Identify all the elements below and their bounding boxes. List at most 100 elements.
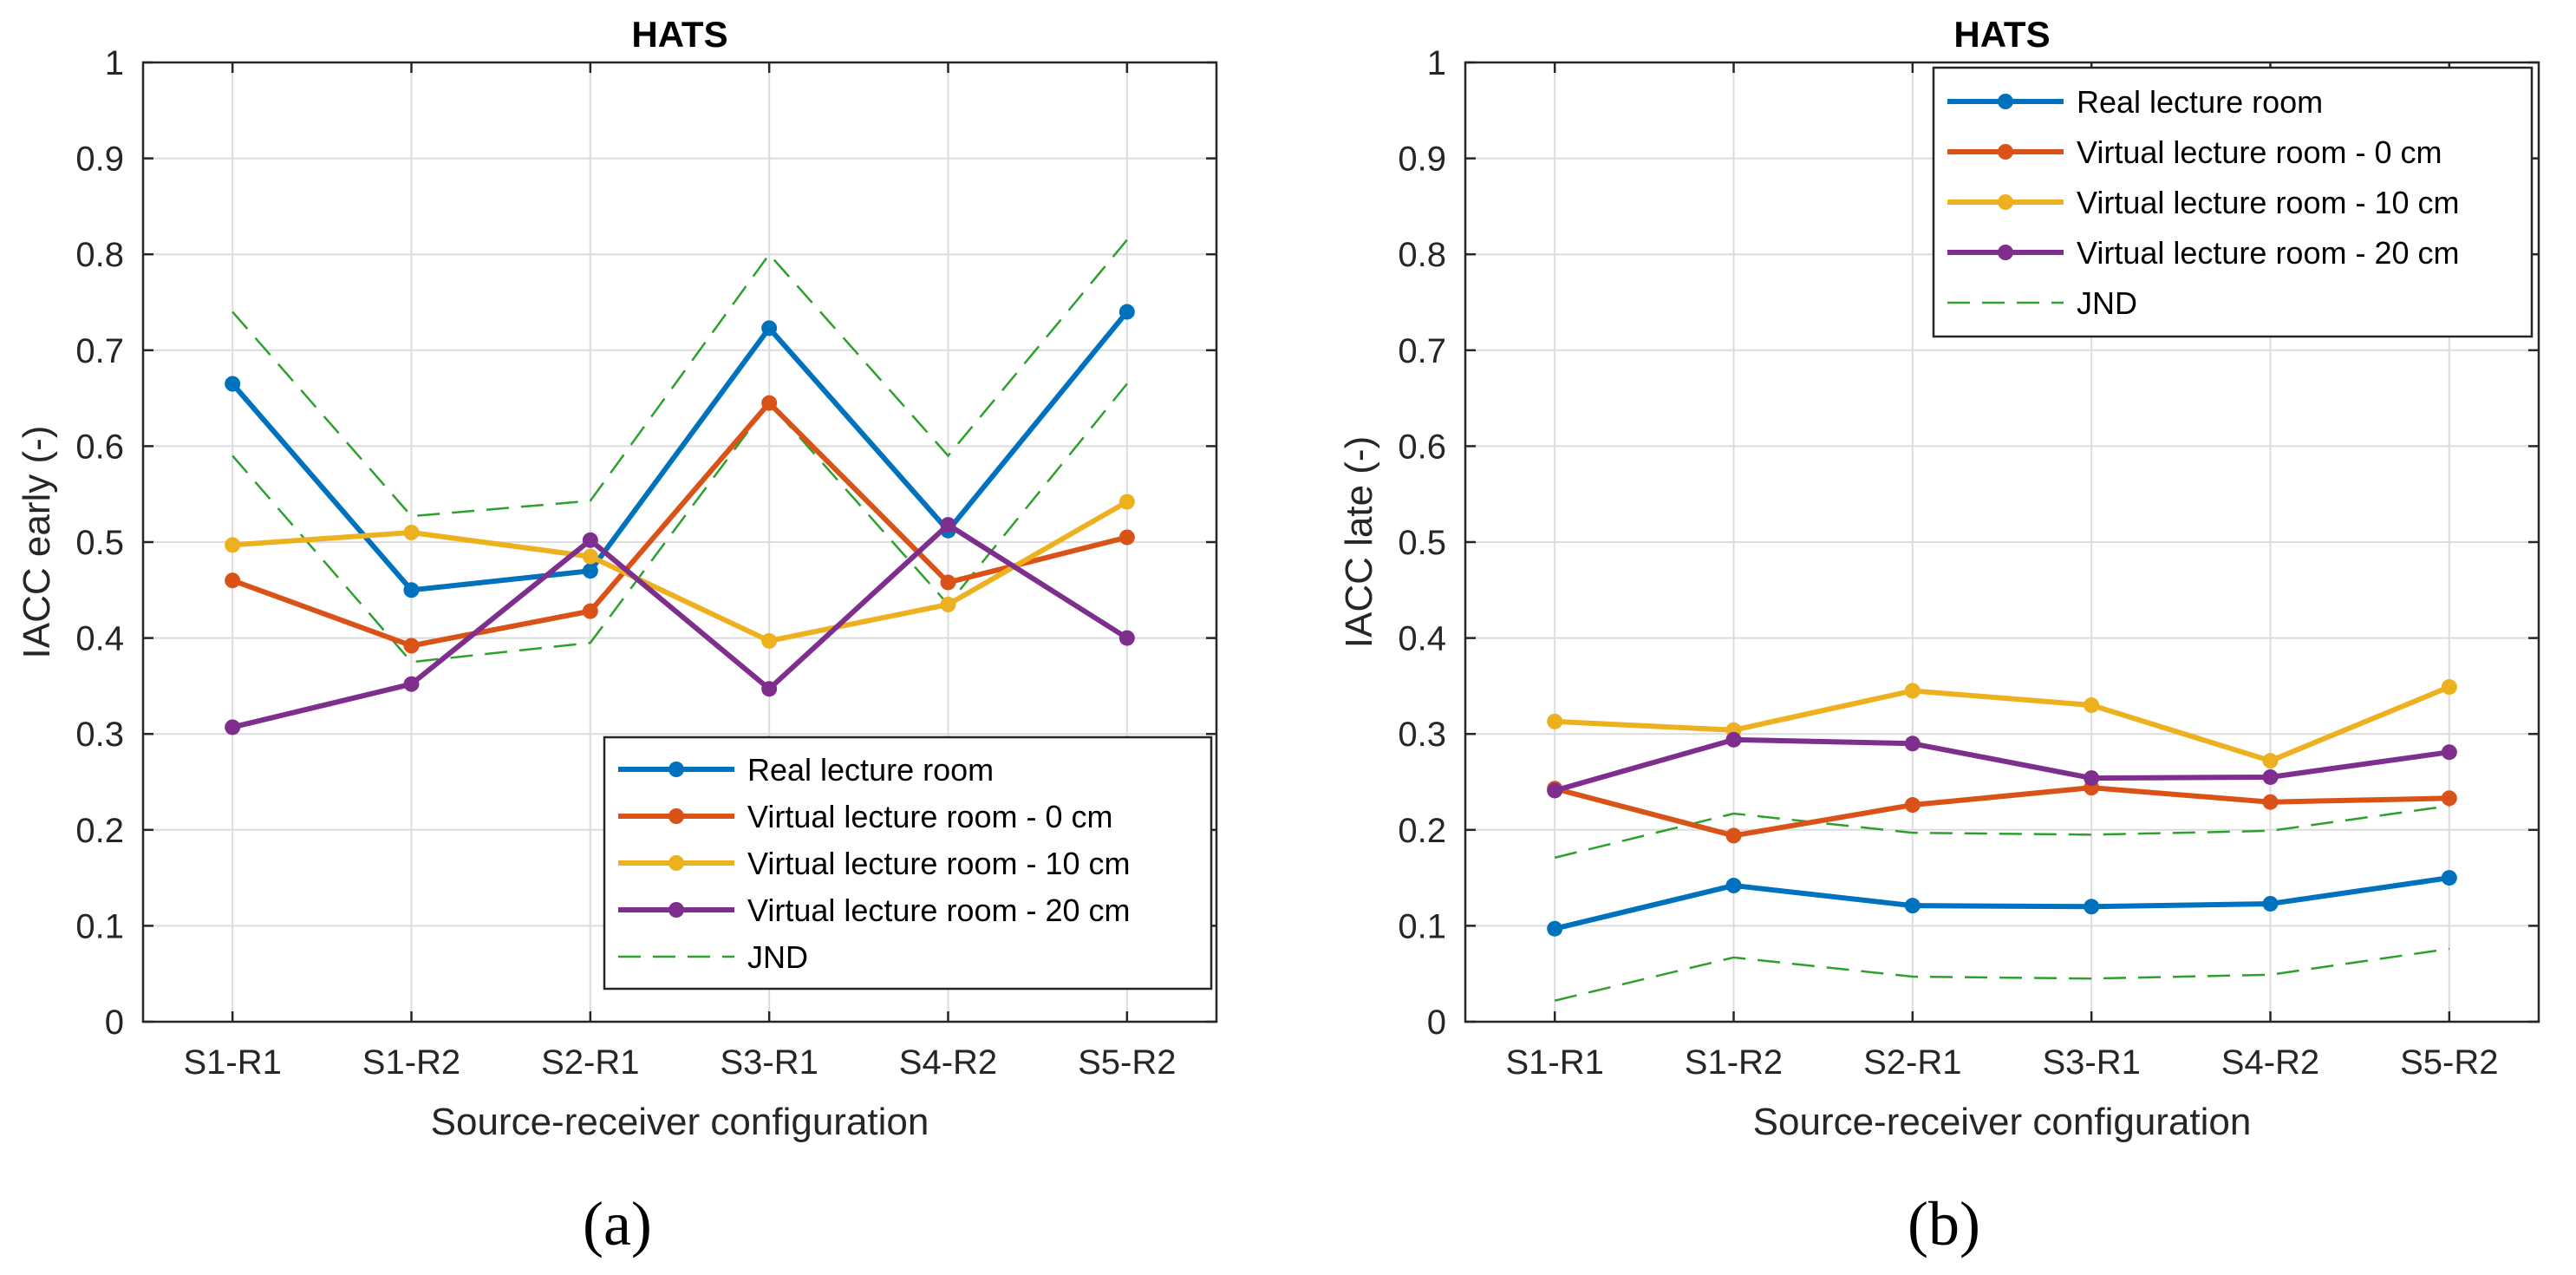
- y-tick-label: 1: [1427, 44, 1446, 82]
- legend-label: Real lecture room: [747, 752, 994, 788]
- data-point: [582, 603, 598, 619]
- data-point: [940, 517, 956, 533]
- data-point: [1904, 683, 1921, 699]
- chart-panel-a: 0 0.1 0.2 0.3 0.4 0.5 0.6 0.7 0.8 0.9 1 S1-R1 S1-R2 S…: [16, 14, 1218, 1143]
- x-tick-label: S3-R1: [2042, 1043, 2140, 1082]
- data-point: [2262, 794, 2279, 810]
- legend-marker: [1998, 194, 2013, 210]
- jnd-lower-line: [1554, 947, 2450, 1002]
- panel-label-b: (b): [1908, 1189, 1980, 1259]
- legend-label: JND: [747, 939, 808, 975]
- data-point: [582, 532, 598, 548]
- legend-label: Virtual lecture room - 0 cm: [2077, 134, 2442, 170]
- series-line-3: [1555, 684, 2450, 764]
- series-line-3: [232, 499, 1129, 644]
- legend-marker: [1998, 94, 2013, 109]
- data-point: [2441, 790, 2457, 807]
- data-point: [2262, 768, 2279, 785]
- data-point: [225, 537, 241, 553]
- data-point: [403, 676, 420, 692]
- y-axis-label: IACC early (-): [16, 426, 58, 659]
- data-point: [225, 572, 241, 589]
- data-point: [1725, 731, 1742, 748]
- data-point: [2441, 744, 2457, 761]
- y-tick-label: 0.4: [75, 620, 124, 658]
- series-line-4: [1554, 736, 2450, 794]
- legend-marker: [668, 762, 684, 777]
- legend-label: JND: [2077, 285, 2137, 321]
- y-tick-label: 0: [1427, 1004, 1446, 1042]
- x-tick-label: S4-R2: [899, 1043, 997, 1082]
- data-point: [403, 582, 420, 598]
- data-point: [403, 524, 420, 540]
- x-tick-label: S1-R2: [1685, 1043, 1783, 1082]
- legend: Real lecture room Virtual lecture room - …: [1932, 66, 2534, 338]
- y-tick-label: 1: [105, 44, 124, 82]
- legend-marker: [1998, 245, 2013, 260]
- x-tick-label: S5-R2: [2400, 1043, 2498, 1082]
- data-point: [2084, 770, 2100, 787]
- data-point: [582, 548, 598, 565]
- y-tick-label: 0: [105, 1004, 124, 1042]
- data-point: [1904, 797, 1921, 814]
- data-point: [940, 596, 956, 612]
- x-tick-label: S5-R2: [1078, 1043, 1176, 1082]
- legend-label: Virtual lecture room - 10 cm: [2077, 185, 2460, 220]
- series-line-2: [232, 400, 1128, 649]
- data-point: [1118, 494, 1135, 510]
- y-tick-label: 0.7: [75, 332, 124, 370]
- y-tick-label: 0.7: [1398, 332, 1446, 370]
- data-point: [225, 376, 241, 392]
- x-tick-label: S1-R1: [1505, 1043, 1603, 1082]
- y-tick-label: 0.2: [75, 812, 124, 850]
- data-point: [582, 563, 598, 579]
- data-point: [1547, 920, 1563, 937]
- legend-marker: [668, 808, 684, 824]
- data-point: [761, 320, 778, 337]
- data-point: [2084, 697, 2100, 714]
- data-point: [403, 638, 420, 654]
- y-tick-label: 0.6: [75, 428, 124, 466]
- x-tick-label: S4-R2: [2221, 1043, 2319, 1082]
- legend-label: Virtual lecture room - 0 cm: [747, 799, 1112, 834]
- data-point: [2084, 899, 2100, 915]
- data-point: [1725, 827, 1742, 844]
- data-point: [940, 574, 956, 591]
- chart-panel-b: 0 0.1 0.2 0.3 0.4 0.5 0.6 0.7 0.8 0.9 1 S1-R1 S1-R2 S…: [1338, 14, 2540, 1143]
- y-tick-label: 0.1: [75, 907, 124, 945]
- x-axis-label: Source-receiver configuration: [1753, 1101, 2252, 1143]
- data-point: [1118, 304, 1135, 320]
- data-point: [1118, 630, 1135, 646]
- series-line-1: [1554, 875, 2450, 932]
- data-point: [761, 632, 778, 649]
- y-tick-label: 0.8: [75, 236, 124, 274]
- legend: Real lecture room Virtual lecture room - …: [603, 736, 1213, 991]
- legend-label: Virtual lecture room - 20 cm: [2077, 235, 2460, 271]
- y-tick-label: 0.4: [1398, 620, 1446, 658]
- data-point: [1118, 529, 1135, 546]
- x-tick-label: S2-R1: [1863, 1043, 1961, 1082]
- y-tick-label: 0.5: [75, 524, 124, 562]
- y-tick-label: 0.3: [75, 716, 124, 754]
- series-line-4: [232, 522, 1129, 730]
- x-tick-label: S1-R1: [183, 1043, 281, 1082]
- data-point: [2441, 870, 2457, 886]
- series-line-1: [230, 310, 1130, 593]
- y-tick-label: 0.8: [1398, 236, 1446, 274]
- y-tick-label: 0.9: [75, 141, 124, 179]
- legend-label: Real lecture room: [2077, 84, 2323, 120]
- data-point: [2262, 895, 2279, 912]
- panel-label-a: (a): [583, 1189, 652, 1259]
- data-point: [1904, 898, 1921, 914]
- data-point: [1547, 782, 1563, 799]
- y-tick-label: 0.9: [1398, 141, 1446, 179]
- legend-marker: [668, 902, 684, 918]
- jnd-lower-line: [232, 382, 1128, 664]
- x-axis-label: Source-receiver configuration: [431, 1101, 929, 1143]
- jnd-upper-line: [232, 239, 1128, 518]
- data-point: [2262, 753, 2279, 769]
- legend-label: Virtual lecture room - 20 cm: [747, 892, 1131, 928]
- legend-label: Virtual lecture room - 10 cm: [747, 846, 1131, 881]
- x-tick-label: S2-R1: [541, 1043, 639, 1082]
- data-point: [2441, 679, 2457, 696]
